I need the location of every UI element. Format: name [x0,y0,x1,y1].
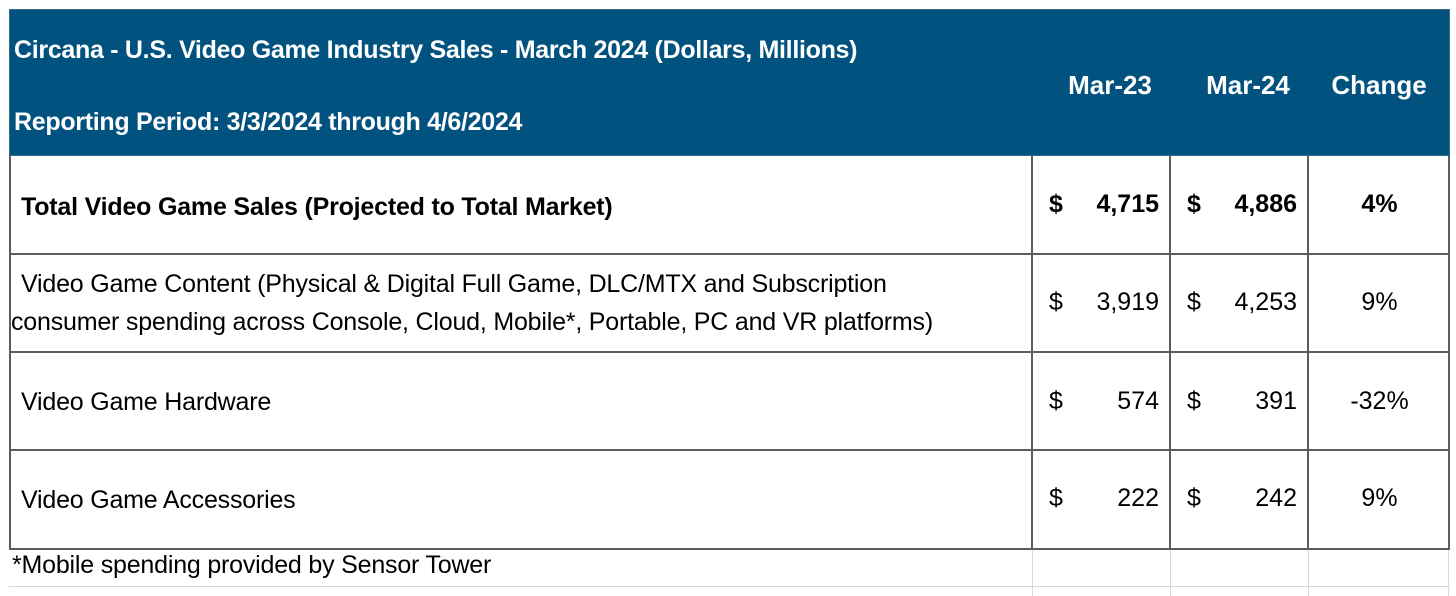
footer-gridline [1308,550,1309,596]
table-row: Video Game Content (Physical & Digital F… [9,254,1450,352]
mar23-value: 3,919 [1096,288,1159,316]
mar24-value: 391 [1255,387,1297,415]
table-title: Circana - U.S. Video Game Industry Sales… [14,36,858,64]
mar24-value: 4,886 [1234,190,1297,218]
currency-symbol: $ [1187,387,1201,415]
mar23-value: 222 [1117,484,1159,512]
mar24-cell: $ 4,886 [1171,156,1309,254]
mar24-cell: $ 391 [1171,352,1309,450]
mar23-cell: $ 222 [1033,450,1171,550]
row-label-line2: consumer spending across Console, Cloud,… [11,308,933,336]
change-cell: -32% [1309,352,1450,450]
row-label: Video Game Accessories [21,486,296,514]
row-label-cell: Video Game Accessories [9,450,1033,550]
mar23-cell: $ 574 [1033,352,1171,450]
row-label-cell: Video Game Content (Physical & Digital F… [9,254,1033,352]
table-row: Total Video Game Sales (Projected to Tot… [9,156,1450,254]
change-cell: 9% [1309,450,1450,550]
row-divider [9,351,1450,353]
row-label: Total Video Game Sales (Projected to Tot… [21,193,613,221]
change-cell: 4% [1309,156,1450,254]
change-value: 9% [1361,484,1398,512]
currency-symbol: $ [1049,484,1063,512]
mar23-cell: $ 4,715 [1033,156,1171,254]
table-left-border [9,156,11,550]
table-bottom-border [9,548,1450,550]
mar23-cell: $ 3,919 [1033,254,1171,352]
change-cell: 9% [1309,254,1450,352]
row-label-line1: Video Game Content (Physical & Digital F… [21,270,887,298]
footer-gridline [1448,550,1449,596]
currency-symbol: $ [1187,190,1201,218]
mar24-value: 4,253 [1234,288,1297,316]
footnote: *Mobile spending provided by Sensor Towe… [12,551,492,579]
mar24-cell: $ 4,253 [1171,254,1309,352]
currency-symbol: $ [1187,484,1201,512]
row-divider [9,253,1450,255]
column-header-mar24: Mar-24 [1206,70,1290,100]
mar23-value: 574 [1117,387,1159,415]
mar24-value: 242 [1255,484,1297,512]
footer-gridline [1170,550,1171,596]
row-label: Video Game Hardware [21,388,272,416]
footer-gridline [9,586,1450,587]
change-value: -32% [1350,387,1409,415]
row-label-cell: Total Video Game Sales (Projected to Tot… [9,156,1033,254]
row-label-cell: Video Game Hardware [9,352,1033,450]
currency-symbol: $ [1187,288,1201,316]
row-divider [9,449,1450,451]
table-header: Circana - U.S. Video Game Industry Sales… [9,9,1450,156]
column-header-change: Change [1331,70,1427,100]
table-right-border [1448,156,1450,550]
change-value: 9% [1361,288,1398,316]
mar24-cell: $ 242 [1171,450,1309,550]
table-row: Video Game Hardware $ 574 $ 391 -32% [9,352,1450,450]
currency-symbol: $ [1049,288,1063,316]
table-row: Video Game Accessories $ 222 $ 242 9% [9,450,1450,550]
change-value: 4% [1361,190,1398,218]
currency-symbol: $ [1049,190,1063,218]
footer-gridline [1032,550,1033,596]
table-subtitle: Reporting Period: 3/3/2024 through 4/6/2… [14,108,523,136]
currency-symbol: $ [1049,387,1063,415]
mar23-value: 4,715 [1096,190,1159,218]
column-header-mar23: Mar-23 [1068,70,1152,100]
